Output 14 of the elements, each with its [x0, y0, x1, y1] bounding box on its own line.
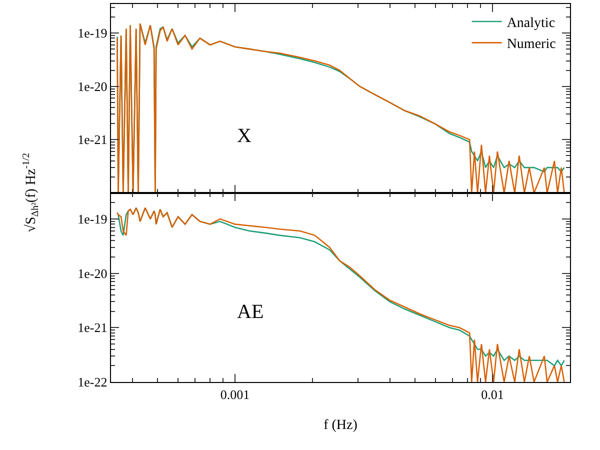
legend-label: Analytic — [506, 16, 556, 31]
x-tick-label: 0.01 — [481, 386, 504, 402]
y-tick-label: 1e-19 — [78, 26, 108, 41]
annotation: X — [237, 125, 252, 147]
legend-label: Numeric — [506, 37, 556, 52]
y-tick-label: 1e-22 — [78, 374, 108, 390]
y-tick-label: 1e-20 — [78, 266, 108, 281]
y-tick-label: 1e-21 — [78, 132, 108, 148]
y-tick-label: 1e-20 — [78, 78, 108, 94]
y-tick-label: 1e-21 — [78, 320, 108, 336]
x-axis-title: f (Hz) — [324, 418, 358, 434]
y-tick-label: 1e-19 — [78, 211, 108, 226]
annotation: AE — [237, 301, 264, 323]
x-tick-label: 0.001 — [220, 386, 250, 402]
